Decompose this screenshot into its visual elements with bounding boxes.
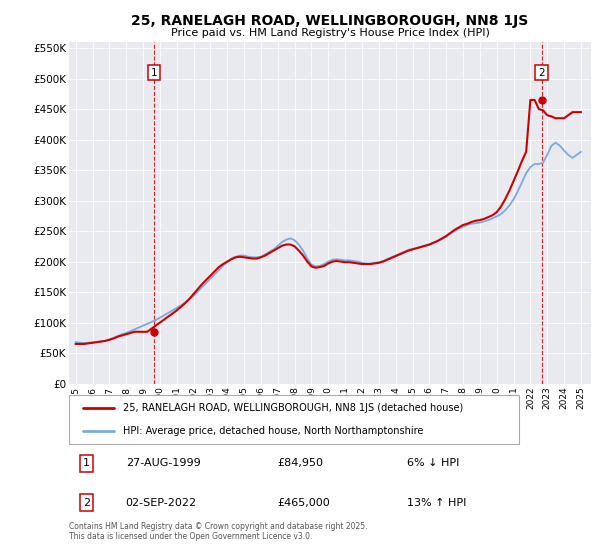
Text: 6% ↓ HPI: 6% ↓ HPI [407, 459, 459, 468]
Text: 25, RANELAGH ROAD, WELLINGBOROUGH, NN8 1JS: 25, RANELAGH ROAD, WELLINGBOROUGH, NN8 1… [131, 14, 529, 28]
Text: 13% ↑ HPI: 13% ↑ HPI [407, 498, 466, 507]
Text: £465,000: £465,000 [277, 498, 329, 507]
Text: 1: 1 [151, 68, 157, 77]
Text: 27-AUG-1999: 27-AUG-1999 [126, 459, 200, 468]
Text: 25, RANELAGH ROAD, WELLINGBOROUGH, NN8 1JS (detached house): 25, RANELAGH ROAD, WELLINGBOROUGH, NN8 1… [123, 403, 463, 413]
Text: 02-SEP-2022: 02-SEP-2022 [126, 498, 197, 507]
Text: 2: 2 [538, 68, 545, 77]
Text: 2: 2 [83, 498, 90, 507]
Text: HPI: Average price, detached house, North Northamptonshire: HPI: Average price, detached house, Nort… [123, 426, 424, 436]
FancyBboxPatch shape [69, 395, 519, 444]
Text: £84,950: £84,950 [277, 459, 323, 468]
Text: 1: 1 [83, 459, 90, 468]
Text: Contains HM Land Registry data © Crown copyright and database right 2025.
This d: Contains HM Land Registry data © Crown c… [69, 522, 367, 542]
Text: Price paid vs. HM Land Registry's House Price Index (HPI): Price paid vs. HM Land Registry's House … [170, 28, 490, 38]
